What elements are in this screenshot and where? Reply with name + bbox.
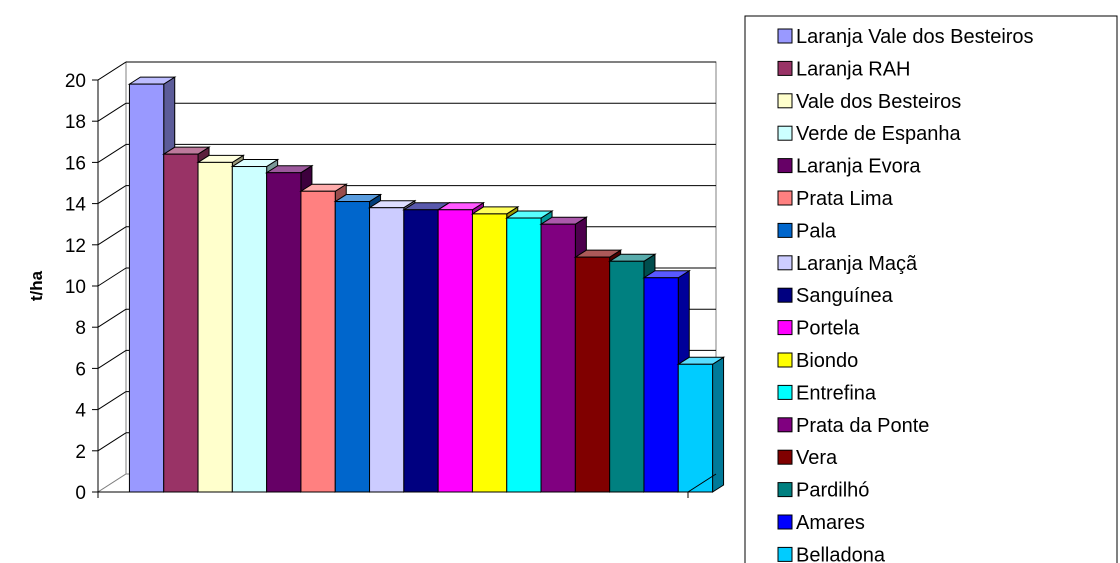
bars: [127, 76, 726, 493]
x-axis-depth-line: [687, 473, 717, 493]
bar-front: [609, 260, 645, 493]
legend-label: Vera: [796, 447, 838, 469]
bar-front: [231, 166, 268, 493]
legend-label: Belladona: [796, 544, 886, 563]
bar-front: [403, 209, 439, 493]
bar-front: [300, 190, 336, 493]
legend-label: Pardilhó: [796, 480, 869, 502]
legend-swatch: [777, 417, 793, 433]
bar: [676, 356, 726, 493]
legend-label: Vale dos Besteiros: [796, 91, 961, 113]
legend-swatch: [777, 255, 793, 271]
gridline-side: [97, 185, 127, 205]
gridline-side: [97, 102, 127, 122]
y-tick-label: 12: [65, 236, 86, 257]
legend-label: Laranja Vale dos Besteiros: [796, 26, 1034, 48]
y-tick-label: 6: [75, 359, 86, 380]
legend-label: Sanguínea: [796, 285, 894, 307]
legend-swatch: [777, 60, 793, 76]
gridline-side: [97, 349, 127, 369]
y-tick-label: 2: [75, 442, 86, 463]
legend-label: Portela: [796, 318, 860, 340]
bar-front: [437, 209, 473, 493]
legend-swatch: [777, 190, 793, 206]
legend-swatch: [777, 384, 793, 400]
gridline-side: [97, 308, 127, 328]
bar-front: [471, 213, 508, 493]
legend-label: Laranja Evora: [796, 156, 921, 178]
bar-front: [540, 223, 576, 493]
y-tick-label: 10: [65, 277, 86, 298]
legend-swatch: [777, 287, 793, 303]
legend-label: Amares: [796, 512, 865, 534]
bar-front: [369, 207, 405, 493]
legend-swatch: [777, 352, 793, 368]
legend-swatch: [777, 28, 793, 44]
legend-label: Biondo: [796, 350, 858, 372]
legend-swatch: [777, 158, 793, 174]
legend: Laranja Vale dos Besteiros Laranja RAH Val…: [744, 15, 1118, 563]
legend-swatch: [777, 125, 793, 141]
gridline-side: [97, 267, 127, 287]
legend-label: Prata da Ponte: [796, 415, 929, 437]
bar-side: [712, 356, 725, 493]
y-axis: 0 2 4 6 8 10 12 14 16 18 20: [65, 71, 717, 504]
bar-front: [506, 217, 542, 493]
legend-swatch: [777, 546, 793, 562]
gridline-side: [97, 432, 127, 452]
legend-swatch: [777, 482, 793, 498]
bar-front: [163, 153, 199, 493]
legend-label: Verde de Espanha: [796, 123, 961, 145]
legend-swatch: [777, 514, 793, 530]
bar-front: [128, 83, 165, 493]
y-tick-label: 16: [65, 153, 86, 174]
bar-front: [643, 277, 679, 493]
legend-swatch: [777, 93, 793, 109]
y-tick-label: 18: [65, 112, 86, 133]
legend-swatch: [777, 320, 793, 336]
bar-front: [334, 201, 371, 493]
gridline-side: [97, 143, 127, 163]
legend-label: Entrefina: [796, 382, 877, 404]
legend-label: Laranja Maçã: [796, 253, 918, 275]
legend-swatch: [777, 222, 793, 238]
y-tick-label: 0: [75, 483, 86, 504]
bar-front: [197, 161, 233, 493]
y-tick-label: 8: [75, 318, 86, 339]
legend-label: Laranja RAH: [796, 58, 911, 80]
bar-front: [677, 363, 714, 493]
bar-front: [574, 256, 611, 493]
y-axis-title: t/ha: [27, 270, 46, 301]
bar: [505, 210, 554, 493]
legend-label: Pala: [796, 220, 837, 242]
legend-swatch: [777, 449, 793, 465]
y-tick-label: 4: [75, 401, 86, 422]
legend-box: [744, 15, 1118, 563]
legend-label: Prata Lima: [796, 188, 894, 210]
y-tick-label: 14: [65, 195, 87, 216]
bar-front: [266, 172, 302, 493]
gridline-side: [97, 226, 127, 246]
gridline-side: [97, 61, 127, 81]
gridline-side: [97, 391, 127, 411]
y-tick-label: 20: [65, 71, 86, 92]
